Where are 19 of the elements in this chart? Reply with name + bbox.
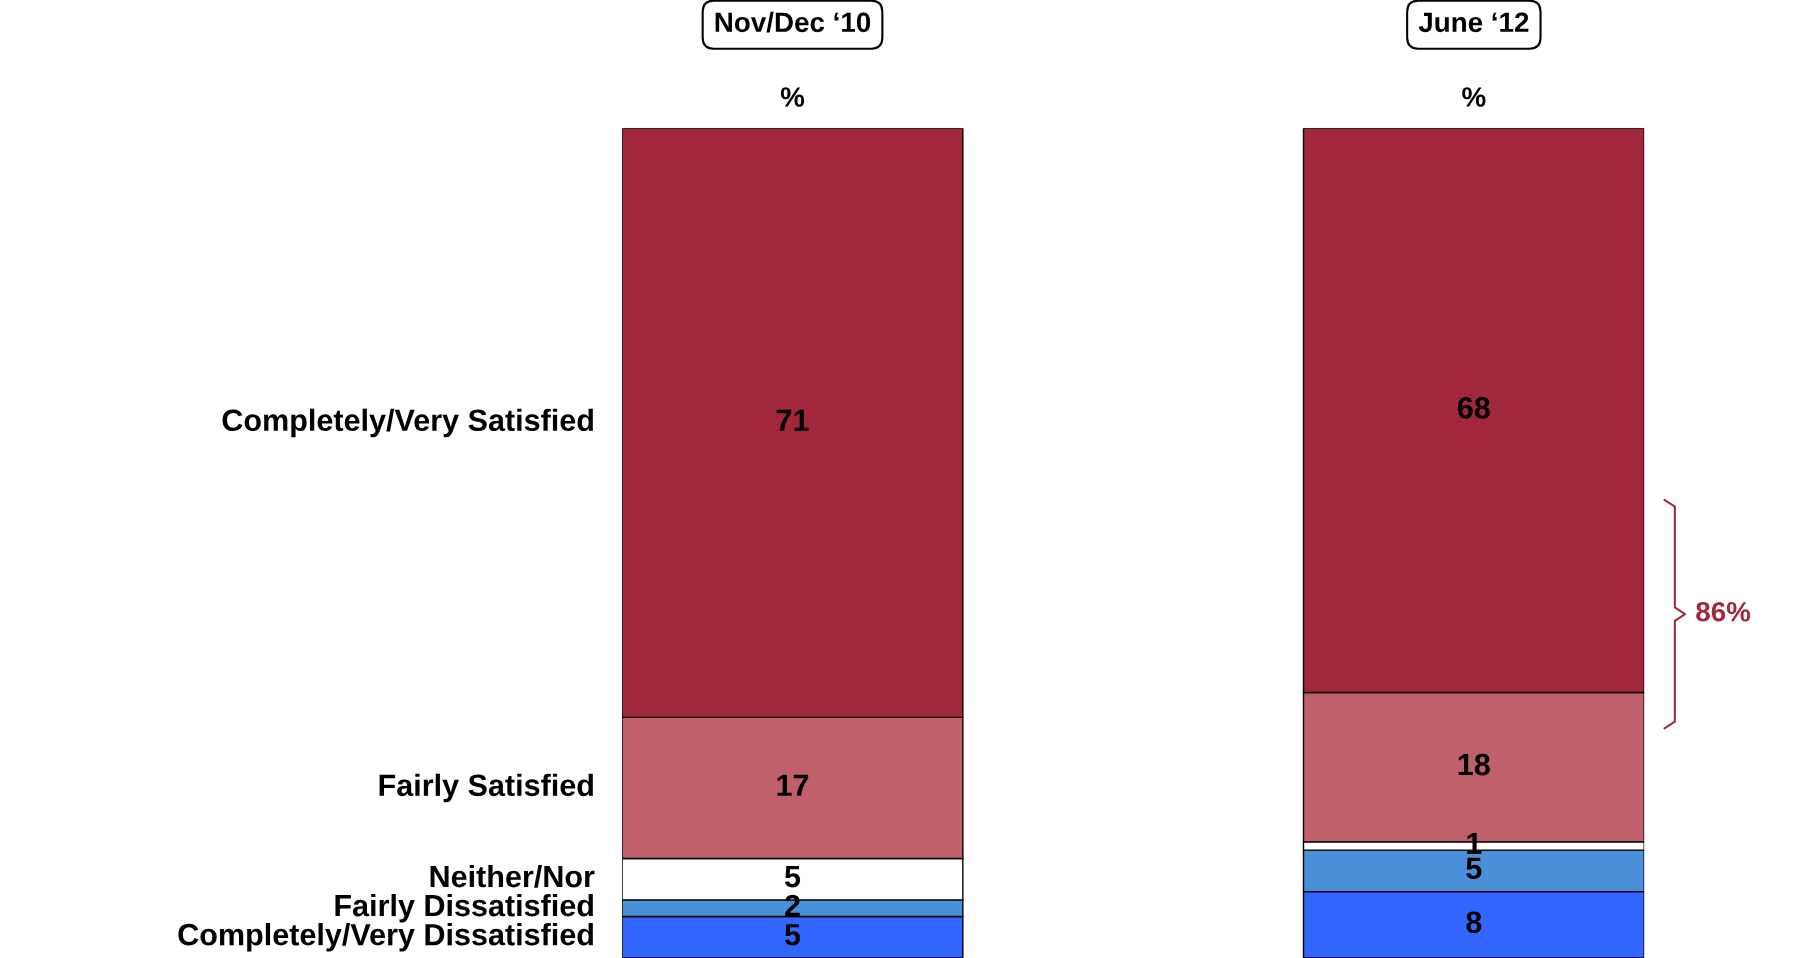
data-label: 5 bbox=[1466, 857, 1482, 880]
series-label: Completely/Very Satisfied bbox=[222, 408, 593, 438]
data-label: 5 bbox=[784, 924, 801, 946]
annotation: 86% bbox=[1696, 601, 1751, 622]
x-tick-label: Nov/Dec ‘10 bbox=[715, 11, 871, 33]
data-label: 2 bbox=[785, 894, 800, 917]
series-label: Fairly Dissatisfied bbox=[335, 893, 593, 923]
text: % bbox=[780, 87, 805, 107]
data-label: 8 bbox=[1466, 911, 1482, 934]
x-tick-label: June ‘12 bbox=[1418, 12, 1529, 33]
data-label: 71 bbox=[776, 409, 809, 431]
data-label: 5 bbox=[784, 866, 801, 888]
data-label: 17 bbox=[777, 774, 809, 796]
data-label: 68 bbox=[1457, 397, 1490, 419]
series-label: Fairly Satisfied bbox=[379, 773, 593, 803]
data-label: 18 bbox=[1458, 753, 1490, 776]
series-label: Neither/Nor bbox=[430, 864, 595, 888]
series-label: Completely/Very Dissatisfied bbox=[178, 923, 593, 952]
text: % bbox=[1462, 87, 1486, 107]
